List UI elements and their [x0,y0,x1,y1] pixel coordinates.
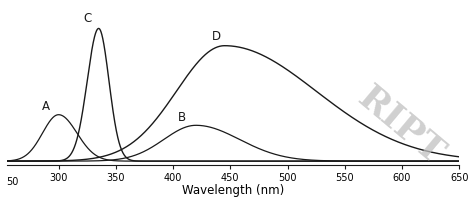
Text: D: D [212,29,221,42]
Text: A: A [42,100,50,113]
X-axis label: Wavelength (nm): Wavelength (nm) [182,184,284,197]
Text: 50: 50 [7,176,19,186]
Text: B: B [178,111,186,124]
Text: C: C [83,12,91,25]
Text: RIPT: RIPT [351,80,450,170]
